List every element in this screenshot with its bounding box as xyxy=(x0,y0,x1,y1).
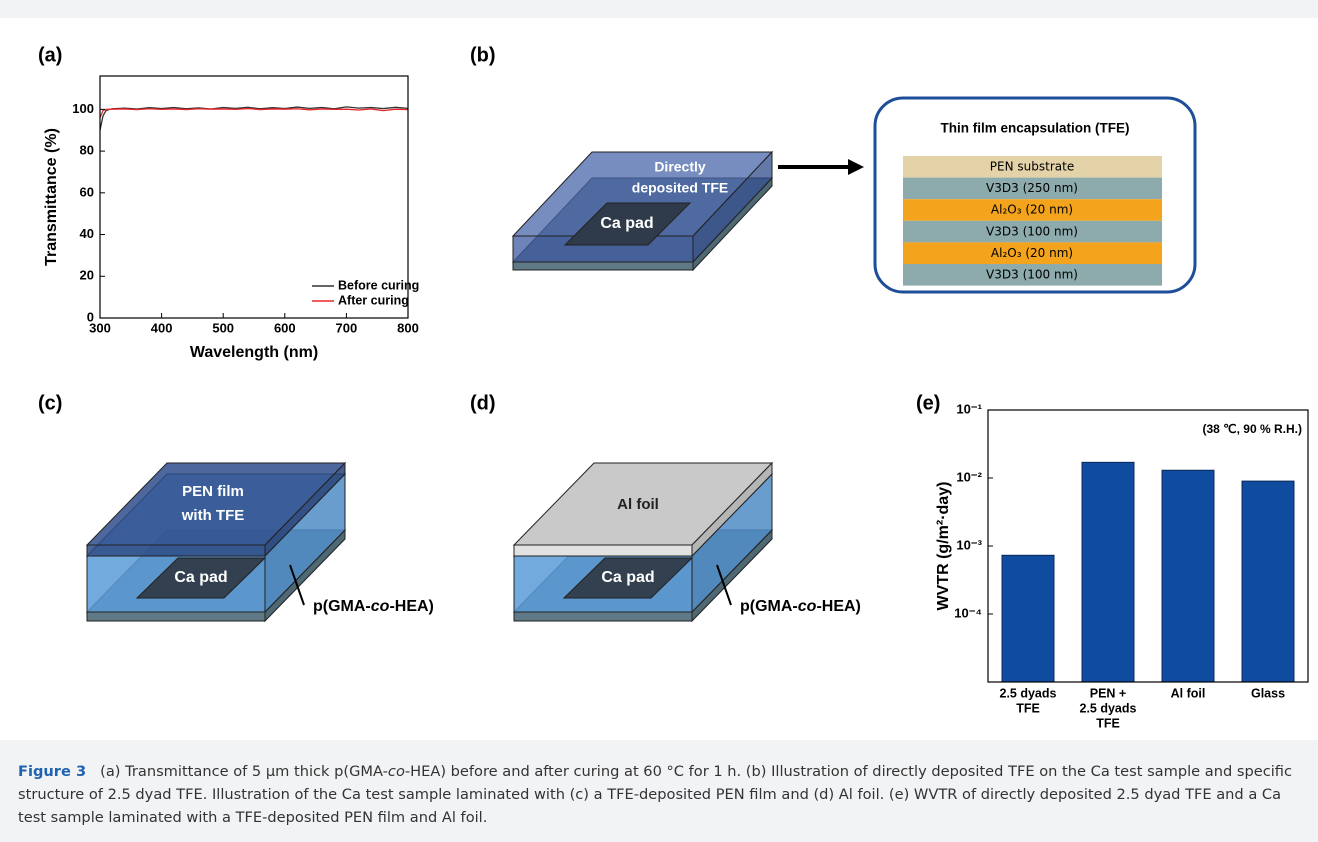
y-axis-label: Transmittance (%) xyxy=(43,128,60,266)
y-tick-label: 100 xyxy=(72,101,94,116)
adhesive-label-part: p(GMA- xyxy=(313,598,371,615)
foil-label: Al foil xyxy=(617,496,659,513)
bar xyxy=(1002,555,1054,682)
adhesive-label-part: co xyxy=(798,598,817,615)
x-tick-label: 800 xyxy=(397,320,419,335)
shape xyxy=(87,612,265,621)
shape xyxy=(87,545,265,556)
bar xyxy=(1082,462,1134,682)
tfe-title: Thin film encapsulation (TFE) xyxy=(941,121,1130,136)
y-tick-label: 20 xyxy=(80,268,94,283)
y-tick-label: 10⁻³ xyxy=(956,537,982,552)
caption-label: Figure 3 xyxy=(18,763,86,780)
y-tick-label: 10⁻⁴ xyxy=(954,605,982,620)
shape xyxy=(514,612,692,621)
panel-label: (e) xyxy=(916,392,940,414)
tfe-layer-label: PEN substrate xyxy=(990,160,1074,174)
panel-label: (b) xyxy=(470,44,496,66)
adhesive-label-part: p(GMA- xyxy=(740,598,798,615)
data-line xyxy=(100,109,408,118)
x-tick-label: TFE xyxy=(1016,701,1040,715)
shape xyxy=(848,159,864,175)
y-tick-label: 80 xyxy=(80,143,94,158)
x-tick-label: 2.5 dyads xyxy=(1080,701,1137,715)
legend-label: Before curing xyxy=(338,278,419,292)
x-tick-label: PEN + xyxy=(1090,686,1126,700)
panel-label: (d) xyxy=(470,392,496,414)
adhesive-label: p(GMA-co-HEA) xyxy=(313,598,434,615)
y-tick-label: 10⁻¹ xyxy=(956,401,982,416)
caption-text: co xyxy=(388,763,405,780)
annotation: (38 ℃, 90 % R.H.) xyxy=(1202,422,1302,436)
panel-label: (a) xyxy=(38,44,62,66)
y-tick-label: 40 xyxy=(80,226,94,241)
shape xyxy=(513,262,693,270)
y-tick-label: 10⁻² xyxy=(956,469,982,484)
x-axis-label: Wavelength (nm) xyxy=(190,344,318,361)
sample-label: deposited TFE xyxy=(632,180,728,196)
caption-text: (a) Transmittance of 5 μm thick p(GMA- xyxy=(100,763,388,780)
shape xyxy=(514,545,692,556)
y-tick-label: 0 xyxy=(87,309,94,324)
pad-label: Ca pad xyxy=(600,215,653,232)
x-tick-label: Glass xyxy=(1251,686,1285,700)
film-label: with TFE xyxy=(181,507,245,524)
tfe-layer-label: V3D3 (250 nm) xyxy=(986,181,1078,195)
bar xyxy=(1162,470,1214,682)
caption: Figure 3 (a) Transmittance of 5 μm thick … xyxy=(18,760,1308,829)
pad-label: Ca pad xyxy=(174,569,227,586)
tfe-layer-label: Al₂O₃ (20 nm) xyxy=(991,203,1073,217)
adhesive-label-part: -HEA) xyxy=(816,598,860,615)
panel-label: (c) xyxy=(38,392,62,414)
tfe-layer-label: V3D3 (100 nm) xyxy=(986,268,1078,282)
film-label: PEN film xyxy=(182,483,244,500)
y-tick-label: 60 xyxy=(80,184,94,199)
x-tick-label: Al foil xyxy=(1171,686,1206,700)
pad-label: Ca pad xyxy=(601,569,654,586)
page: (a)Before curingAfter curing300400500600… xyxy=(0,0,1318,842)
adhesive-label-part: co xyxy=(371,598,390,615)
tfe-layer-label: V3D3 (100 nm) xyxy=(986,224,1078,238)
legend-label: After curing xyxy=(338,293,409,307)
x-tick-label: 700 xyxy=(336,320,358,335)
tfe-layer-label: Al₂O₃ (20 nm) xyxy=(991,246,1073,260)
x-tick-label: 2.5 dyads xyxy=(1000,686,1057,700)
bar xyxy=(1242,481,1294,682)
x-tick-label: 600 xyxy=(274,320,296,335)
x-tick-label: TFE xyxy=(1096,716,1120,730)
sample-label: Directly xyxy=(654,159,706,175)
y-axis-label: WVTR (g/m²·day) xyxy=(935,482,952,611)
x-tick-label: 400 xyxy=(151,320,173,335)
adhesive-label-part: -HEA) xyxy=(389,598,433,615)
x-tick-label: 500 xyxy=(212,320,234,335)
adhesive-label: p(GMA-co-HEA) xyxy=(740,598,861,615)
